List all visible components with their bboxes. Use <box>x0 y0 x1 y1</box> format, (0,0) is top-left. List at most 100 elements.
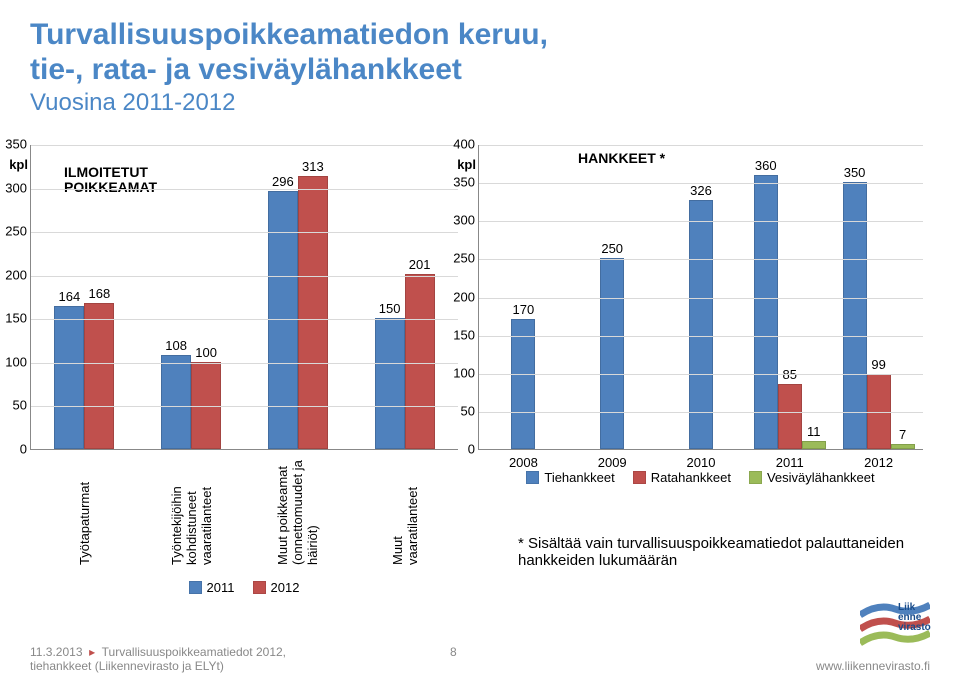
ytick: 50 <box>1 398 27 413</box>
bar-value: 168 <box>89 286 111 301</box>
bar-value: 313 <box>302 159 324 174</box>
gridline <box>31 276 458 277</box>
gridline <box>479 298 923 299</box>
legend-item: Vesiväylähankkeet <box>749 470 875 485</box>
ytick: 300 <box>449 213 475 228</box>
gridline <box>31 319 458 320</box>
logo-text: Liikennevirasto <box>898 603 931 633</box>
legend-item: Tiehankkeet <box>526 470 614 485</box>
legend-label: Tiehankkeet <box>544 470 614 485</box>
legend-label: 2012 <box>271 580 300 595</box>
bar-value: 350 <box>844 165 866 180</box>
gridline <box>31 232 458 233</box>
bar-group: 164168 <box>31 145 138 449</box>
chart-ilmoitetut: kpl ILMOITETUTPOIKKEAMAT 164168108100296… <box>30 145 458 450</box>
bar: 168 <box>84 303 114 449</box>
legend-item: Ratahankkeet <box>633 470 731 485</box>
bar-value: 100 <box>195 345 217 360</box>
bar-value: 250 <box>601 241 623 256</box>
bar-value: 326 <box>690 183 712 198</box>
chart1-bars: 164168108100296313150201 <box>31 145 458 449</box>
ytick: 100 <box>1 354 27 369</box>
x-category: 2009 <box>568 449 657 470</box>
bar: 360 <box>754 175 778 450</box>
gridline <box>31 363 458 364</box>
footer-desc1: Turvallisuuspoikkeamatiedot 2012, <box>102 645 286 659</box>
chart2-plot: 1702503263608511350997 20082009201020112… <box>478 145 923 450</box>
gridline <box>479 412 923 413</box>
legend-swatch <box>633 471 646 484</box>
ytick: 400 <box>449 137 475 152</box>
x-category: Muut vaaratilanteet <box>351 449 458 565</box>
x-category: Työtapaturmat <box>31 449 138 565</box>
gridline <box>31 406 458 407</box>
bar-value: 164 <box>59 289 81 304</box>
ytick: 250 <box>449 251 475 266</box>
bar-value: 150 <box>379 301 401 316</box>
bar-value: 99 <box>871 357 885 372</box>
footer-page: 8 <box>450 645 510 659</box>
page-subtitle: Vuosina 2011-2012 <box>30 89 930 117</box>
bar-group: 150201 <box>351 145 458 449</box>
bar: 201 <box>405 274 435 449</box>
bar: 170 <box>511 319 535 449</box>
bar: 108 <box>161 355 191 449</box>
bar-value: 360 <box>755 158 777 173</box>
legend-label: Vesiväylähankkeet <box>767 470 875 485</box>
bar-group: 108100 <box>138 145 245 449</box>
ytick: 50 <box>449 403 475 418</box>
gridline <box>479 221 923 222</box>
legend-item: 2012 <box>253 580 300 595</box>
legend-label: Ratahankkeet <box>651 470 731 485</box>
x-category: 2008 <box>479 449 568 470</box>
charts-row: kpl ILMOITETUTPOIKKEAMAT 164168108100296… <box>30 145 930 450</box>
gridline <box>479 336 923 337</box>
chart2-legend: Tiehankkeet Ratahankkeet Vesiväylähankkeet <box>478 470 923 485</box>
gridline <box>479 374 923 375</box>
bar-value: 201 <box>409 257 431 272</box>
page-title: Turvallisuuspoikkeamatiedon keruu, tie-,… <box>30 18 930 87</box>
chart-hankkeet: kpl HANKKEET * 1702503263608511350997 20… <box>478 145 923 450</box>
footer-url: www.liikennevirasto.fi <box>510 659 930 673</box>
ytick: 300 <box>1 180 27 195</box>
bar: 85 <box>778 384 802 449</box>
chart2-xaxis: 20082009201020112012 <box>479 449 923 470</box>
legend-swatch <box>253 581 266 594</box>
chart2-footnote: * Sisältää vain turvallisuuspoikkeamatie… <box>518 535 923 569</box>
chart1-plot: 164168108100296313150201 TyötapaturmatTy… <box>30 145 458 450</box>
ytick: 0 <box>1 442 27 457</box>
footer-left: 11.3.2013 ▸ Turvallisuuspoikkeamatiedot … <box>30 645 450 673</box>
legend-swatch <box>749 471 762 484</box>
legend-item: 2011 <box>189 580 235 595</box>
bar-value: 11 <box>807 424 821 439</box>
ytick: 250 <box>1 224 27 239</box>
footer-date: 11.3.2013 <box>30 645 83 659</box>
bar: 313 <box>298 176 328 449</box>
chart1-xaxis: TyötapaturmatTyöntekijöihin kohdistuneet… <box>31 449 458 565</box>
ytick: 100 <box>449 365 475 380</box>
legend-swatch <box>189 581 202 594</box>
bar: 100 <box>191 362 221 449</box>
ytick: 350 <box>449 175 475 190</box>
ytick: 150 <box>449 327 475 342</box>
footer: 11.3.2013 ▸ Turvallisuuspoikkeamatiedot … <box>30 645 930 673</box>
gridline <box>31 189 458 190</box>
x-category: 2010 <box>657 449 746 470</box>
x-category: Muut poikkeamat (onnettomuudet ja häiriö… <box>245 449 352 565</box>
bar-value: 7 <box>899 427 906 442</box>
bar: 150 <box>375 318 405 449</box>
x-category: 2012 <box>834 449 923 470</box>
bar-value: 170 <box>513 302 535 317</box>
bar: 11 <box>802 441 826 449</box>
bar: 250 <box>600 258 624 449</box>
chart2-yunit: kpl <box>452 157 476 172</box>
ytick: 200 <box>449 289 475 304</box>
x-category: Työntekijöihin kohdistuneet vaaratilante… <box>138 449 245 565</box>
ytick: 200 <box>1 267 27 282</box>
title-line2: tie-, rata- ja vesiväylähankkeet <box>30 53 462 86</box>
bar-group: 296313 <box>245 145 352 449</box>
x-category: 2011 <box>745 449 834 470</box>
gridline <box>31 145 458 146</box>
ytick: 0 <box>449 442 475 457</box>
ytick: 150 <box>1 311 27 326</box>
